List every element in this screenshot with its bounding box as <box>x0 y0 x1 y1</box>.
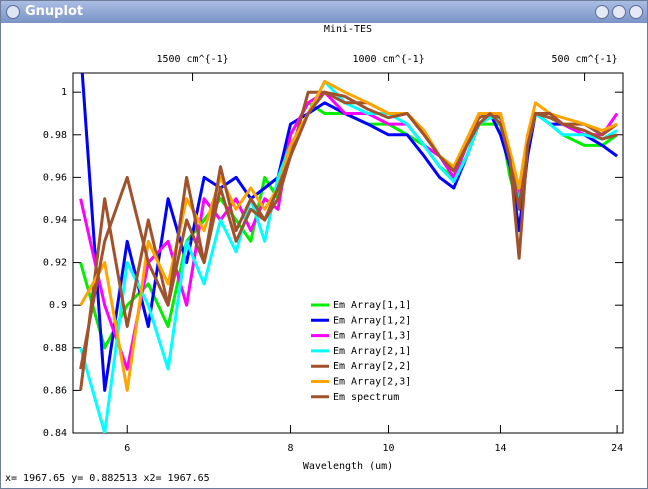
x-tick-label: 8 <box>288 443 294 454</box>
y-tick-label: 0.94 <box>43 215 67 226</box>
window-title: Gnuplot <box>25 4 84 19</box>
y-tick-label: 0.96 <box>43 172 67 183</box>
x2-tick-label: 500 cm^{-1} <box>551 54 617 65</box>
y-tick-label: 0.86 <box>43 385 67 396</box>
x-tick-label: 6 <box>124 443 130 454</box>
legend-label: Em Array[2,3] <box>333 377 411 388</box>
title-bar: Gnuplot <box>1 1 647 23</box>
legend-label: Em Array[1,2] <box>333 315 411 326</box>
minimize-button[interactable] <box>595 5 609 19</box>
x-tick-label: 10 <box>382 443 394 454</box>
window-icon[interactable] <box>6 5 20 19</box>
plot-frame <box>72 72 624 434</box>
legend-label: Em Array[2,2] <box>333 361 411 372</box>
y-tick-label: 0.84 <box>43 428 67 439</box>
status-bar: x= 1967.65 y= 0.882513 x2= 1967.65 <box>5 473 210 484</box>
legend-label: Em spectrum <box>333 392 399 403</box>
x-tick-label: 24 <box>611 443 623 454</box>
y-tick-label: 0.9 <box>49 300 67 311</box>
chart: Mini-TES Wavelength (um) 0.84 0.86 0.88 0.9… <box>43 24 624 471</box>
plot-lines <box>79 73 619 433</box>
x-tick-label: 14 <box>494 443 506 454</box>
series-line <box>80 73 618 392</box>
legend-label: Em Array[2,1] <box>333 346 411 357</box>
maximize-button[interactable] <box>612 5 626 19</box>
legend-label: Em Array[1,3] <box>333 331 411 342</box>
series-line <box>79 101 618 350</box>
legend-label: Em Array[1,1] <box>333 300 411 311</box>
x2-tick-label: 1500 cm^{-1} <box>156 54 228 65</box>
chart-title: Mini-TES <box>324 24 372 35</box>
series-line <box>79 80 618 392</box>
series-line <box>79 90 618 370</box>
y-tick-label: 0.92 <box>43 258 67 269</box>
close-button[interactable] <box>629 5 643 19</box>
y-tick-label: 0.98 <box>43 130 67 141</box>
x-axis-label: Wavelength (um) <box>303 461 393 471</box>
y-tick-label: 1 <box>61 87 67 98</box>
x2-tick-label: 1000 cm^{-1} <box>352 54 424 65</box>
series-line <box>79 90 619 371</box>
y-tick-label: 0.88 <box>43 343 67 354</box>
